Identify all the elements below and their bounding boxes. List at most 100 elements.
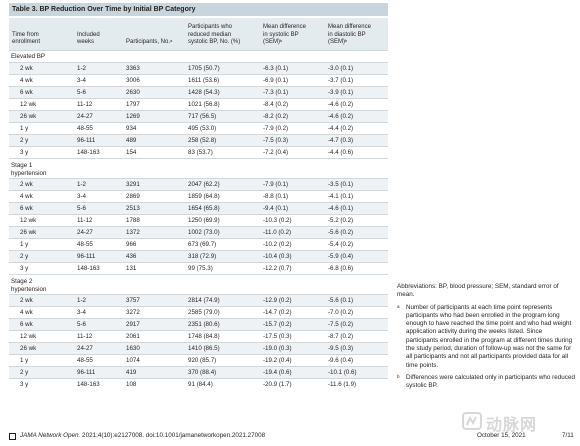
cell-diastolic: -5.6 (0.1): [328, 297, 354, 304]
cell-reduced: 91 (84.4): [188, 381, 213, 388]
table-row: 12 wk 11-12 1788 1250 (69.9) -10.3 (0.2) -5.2…: [9, 214, 388, 226]
table-row: 2 wk 1-2 3291 2047 (62.2) -7.9 (0.1) -3.5 (0.…: [9, 178, 388, 190]
cell-systolic: -14.7 (0.2): [263, 309, 292, 316]
cell-diastolic: -3.9 (0.1): [328, 89, 354, 96]
cell-time: 3 y: [20, 381, 29, 388]
table-body: Elevated BP 2 wk 1-2 3363 1705 (50.7) -6.3 (0…: [9, 50, 388, 390]
cell-reduced: 1021 (56.8): [188, 101, 220, 108]
section-label: Stage 2: [11, 278, 33, 285]
table-row: 26 wk 24-27 1630 1410 (86.5) -19.0 (0.3) -9.5…: [9, 342, 388, 354]
table-row: 6 wk 5-6 2917 2351 (80.6) -15.7 (0.2) -7.5 (0…: [9, 318, 388, 330]
table-row: 26 wk 24-27 1269 717 (56.5) -8.2 (0.2) -4.6 (…: [9, 110, 388, 122]
table-header: Time from enrollment Included weeks Part…: [9, 18, 388, 50]
cell-systolic: -6.3 (0.1): [263, 65, 289, 72]
cell-diastolic: -4.4 (0.2): [328, 125, 354, 132]
cell-participants: 966: [126, 241, 137, 248]
cell-reduced: 717 (56.5): [188, 113, 217, 120]
table-row: 26 wk 24-27 1372 1002 (73.0) -11.0 (0.2) -5.6…: [9, 226, 388, 238]
header-diastolic: Mean difference in diastolic BP (SEM)b: [328, 24, 371, 45]
cell-systolic: -6.9 (0.1): [263, 77, 289, 84]
cell-systolic: -10.4 (0.3): [263, 253, 292, 260]
cell-diastolic: -3.7 (0.1): [328, 77, 354, 84]
cell-weeks: 3-4: [77, 309, 86, 316]
table-row: 2 wk 1-2 3363 1705 (50.7) -6.3 (0.1) -3.0 (0.…: [9, 62, 388, 74]
cell-reduced: 1250 (69.9): [188, 217, 220, 224]
cell-weeks: 24-27: [77, 345, 93, 352]
cell-reduced: 495 (53.0): [188, 125, 217, 132]
cell-diastolic: -4.7 (0.3): [328, 137, 354, 144]
section-header: Stage 2 hypertension: [9, 274, 388, 294]
cell-weeks: 11-12: [77, 217, 93, 224]
cell-diastolic: -4.1 (0.1): [328, 193, 354, 200]
citation-details: 2021;4(10):e2127008. doi:10.1001/jamanet…: [80, 432, 266, 439]
cell-diastolic: -9.6 (0.4): [328, 357, 354, 364]
cell-participants: 3757: [126, 297, 140, 304]
cell-reduced: 1748 (84.8): [188, 333, 220, 340]
cell-systolic: -7.2 (0.4): [263, 149, 289, 156]
cell-weeks: 5-6: [77, 89, 86, 96]
cell-participants: 154: [126, 149, 137, 156]
table-row: 12 wk 11-12 1797 1021 (56.8) -8.4 (0.2) -4.6 …: [9, 98, 388, 110]
cell-time: 3 y: [20, 265, 29, 272]
cell-weeks: 5-6: [77, 321, 86, 328]
footnote-text: Number of participants at each time poin…: [406, 303, 573, 369]
abbreviations-note: Abbreviations: BP, blood pressure; SEM, …: [397, 283, 559, 299]
section-header: Stage 1 hypertension: [9, 158, 388, 178]
cell-time: 1 y: [20, 241, 29, 248]
cell-diastolic: -4.4 (0.6): [328, 149, 354, 156]
cell-systolic: -20.9 (1.7): [263, 381, 292, 388]
table-row: 1 y 48-55 966 673 (69.7) -10.2 (0.2) -5.4 (0.…: [9, 238, 388, 250]
cell-diastolic: -8.7 (0.2): [328, 333, 354, 340]
section-label: hypertension: [11, 285, 47, 293]
cell-participants: 2869: [126, 193, 140, 200]
publication-date: October 15, 2021: [477, 432, 526, 439]
cell-weeks: 1-2: [77, 297, 86, 304]
cell-systolic: -12.9 (0.2): [263, 297, 292, 304]
cell-weeks: 148-163: [77, 149, 100, 156]
watermark: 动脉网: [462, 410, 572, 434]
cell-weeks: 48-55: [77, 125, 93, 132]
cell-participants: 1797: [126, 101, 140, 108]
cell-participants: 2917: [126, 321, 140, 328]
section-label: Elevated BP: [11, 53, 46, 60]
cell-systolic: -8.2 (0.2): [263, 113, 289, 120]
journal-logo-icon: [9, 433, 16, 440]
cell-reduced: 1859 (64.8): [188, 193, 220, 200]
table-title: Table 3. BP Reduction Over Time by Initi…: [9, 3, 388, 16]
table-row: 4 wk 3-4 2869 1859 (64.8) -8.8 (0.1) -4.1 (0.…: [9, 190, 388, 202]
cell-time: 4 wk: [20, 77, 33, 84]
cell-time: 12 wk: [20, 217, 37, 224]
cell-time: 6 wk: [20, 205, 33, 212]
cell-reduced: 2814 (74.9): [188, 297, 220, 304]
cell-diastolic: -7.0 (0.2): [328, 309, 354, 316]
cell-systolic: -19.2 (0.4): [263, 357, 292, 364]
cell-systolic: -11.0 (0.2): [263, 229, 292, 236]
cell-time: 2 wk: [20, 297, 33, 304]
table-row: 4 wk 3-4 3006 1611 (53.6) -6.9 (0.1) -3.7 (0.…: [9, 74, 388, 86]
cell-time: 1 y: [20, 125, 29, 132]
table-row: 4 wk 3-4 3272 2585 (79.0) -14.7 (0.2) -7.0 (0…: [9, 306, 388, 318]
cell-diastolic: -5.9 (0.4): [328, 253, 354, 260]
cell-systolic: -8.4 (0.2): [263, 101, 289, 108]
cell-diastolic: -4.6 (0.2): [328, 113, 354, 120]
cell-weeks: 48-55: [77, 357, 93, 364]
table-row: 3 y 148-163 131 99 (75.3) -12.2 (0.7) -6.8 (0…: [9, 262, 388, 274]
cell-systolic: -7.5 (0.3): [263, 137, 289, 144]
cell-diastolic: -9.5 (0.3): [328, 345, 354, 352]
cell-weeks: 3-4: [77, 193, 86, 200]
cell-weeks: 148-163: [77, 265, 100, 272]
cell-diastolic: -5.4 (0.2): [328, 241, 354, 248]
cell-weeks: 11-12: [77, 101, 93, 108]
cell-diastolic: -3.5 (0.1): [328, 181, 354, 188]
cell-weeks: 148-163: [77, 381, 100, 388]
cell-participants: 1269: [126, 113, 140, 120]
footnote-marker: a: [397, 303, 400, 309]
cell-participants: 2061: [126, 333, 140, 340]
footnote-a: a Number of participants at each time po…: [397, 304, 575, 370]
cell-time: 6 wk: [20, 89, 33, 96]
cell-time: 2 y: [20, 369, 29, 376]
cell-weeks: 11-12: [77, 333, 93, 340]
cell-participants: 934: [126, 125, 137, 132]
cell-participants: 1074: [126, 357, 140, 364]
cell-time: 2 wk: [20, 181, 33, 188]
